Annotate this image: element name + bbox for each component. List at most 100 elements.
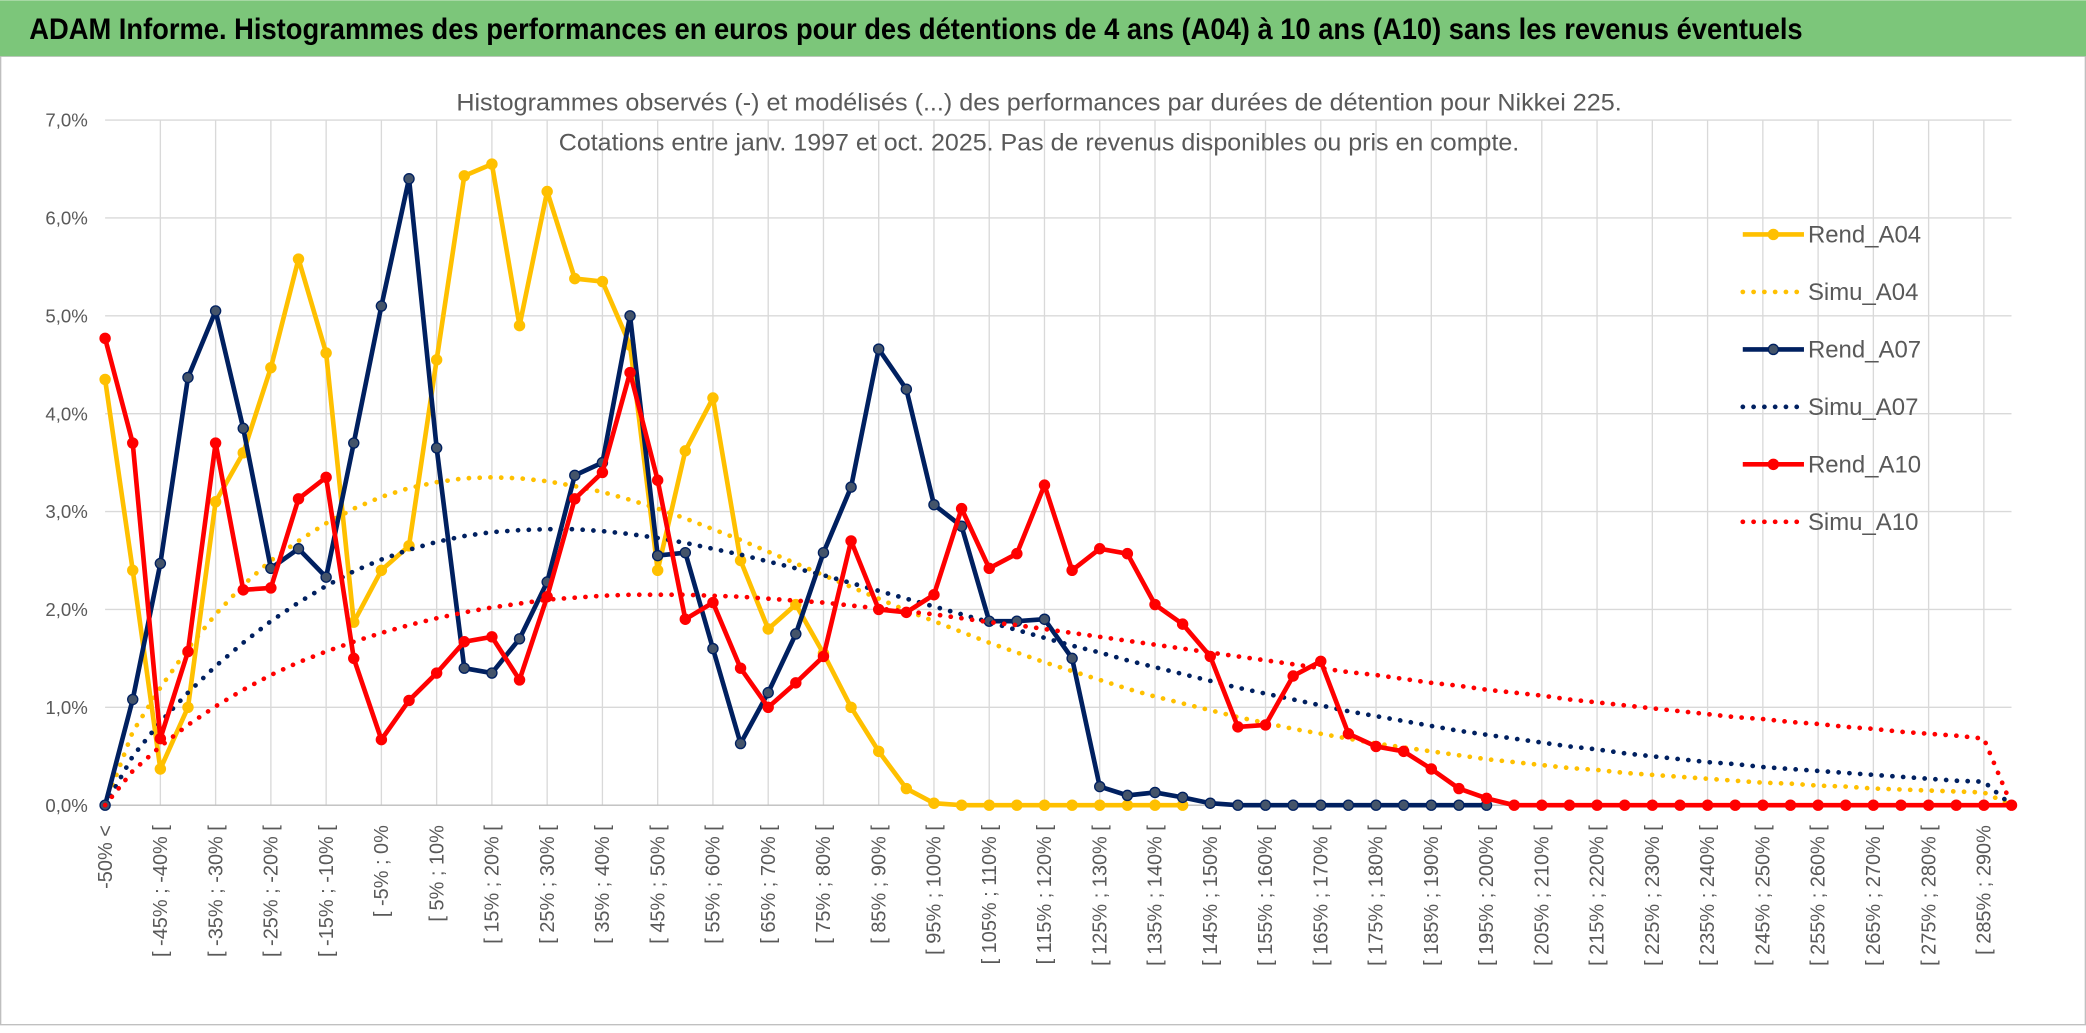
x-tick-label: [ 155% ; 160% [	[1255, 825, 1277, 966]
marker	[1342, 728, 1355, 740]
legend-label: Simu_A04	[1808, 279, 1918, 306]
x-tick-label: [ 5% ; 10%	[426, 825, 448, 922]
chart-subtitle: Cotations entre janv. 1997 et oct. 2025.…	[559, 130, 1520, 157]
marker	[596, 466, 609, 479]
marker	[734, 737, 747, 750]
marker	[320, 347, 332, 359]
marker	[651, 549, 664, 562]
marker	[182, 645, 194, 658]
marker	[817, 650, 830, 663]
marker	[1453, 799, 1465, 811]
x-tick-label: [ 15% ; 20% [	[482, 825, 504, 944]
marker	[872, 745, 885, 758]
x-tick-label: [ 275% ; 280% [	[1918, 825, 1940, 966]
marker	[154, 557, 167, 570]
marker	[1066, 564, 1078, 577]
marker	[458, 636, 470, 648]
marker	[651, 564, 664, 577]
marker	[209, 437, 222, 449]
marker	[707, 392, 719, 404]
marker	[983, 562, 995, 575]
marker	[99, 332, 111, 345]
marker	[1397, 745, 1410, 758]
y-tick-label: 3,0%	[45, 501, 87, 522]
marker	[1121, 799, 1134, 811]
marker	[955, 799, 968, 811]
marker	[1176, 791, 1189, 804]
legend-marker	[1767, 458, 1780, 471]
marker	[762, 623, 774, 635]
marker	[1149, 598, 1161, 611]
x-tick-label: [ -15% ; -10% [	[316, 825, 338, 957]
marker	[292, 493, 305, 505]
marker	[1315, 655, 1327, 668]
marker	[1397, 799, 1410, 811]
x-tick-label: [ 55% ; 60% [	[703, 825, 725, 944]
marker	[513, 674, 526, 686]
marker	[1259, 799, 1272, 811]
marker	[817, 546, 830, 559]
marker	[790, 628, 802, 640]
marker	[486, 158, 498, 170]
x-tick-label: [ 125% ; 130% [	[1089, 825, 1111, 966]
legend-marker	[1767, 343, 1780, 356]
marker	[1204, 797, 1216, 809]
marker	[1011, 799, 1023, 811]
marker	[1149, 786, 1161, 799]
marker	[624, 310, 636, 322]
x-tick-label: [ -45% ; -40% [	[150, 825, 172, 957]
marker	[127, 564, 139, 577]
marker	[292, 543, 305, 555]
marker	[1149, 799, 1161, 811]
model-line	[102, 474, 2014, 808]
x-tick-label: [ 105% ; 110% [	[979, 825, 1001, 965]
chart-title: Histogrammes observés (-) et modélisés (…	[456, 90, 1621, 117]
x-tick-label: [ 235% ; 240% [	[1697, 825, 1719, 966]
marker	[900, 383, 913, 395]
marker	[320, 471, 332, 484]
marker	[182, 371, 194, 384]
x-tick-label: [ -5% ; 0%	[371, 825, 393, 917]
marker	[734, 554, 747, 567]
marker	[928, 797, 940, 809]
marker	[1784, 799, 1797, 811]
marker	[1425, 799, 1438, 811]
marker	[569, 272, 581, 285]
x-tick-label: [ 135% ; 140% [	[1145, 825, 1167, 966]
x-tick-label: [ 35% ; 40% [	[592, 825, 614, 944]
marker	[237, 584, 249, 596]
marker	[1536, 799, 1548, 811]
marker	[265, 582, 277, 594]
marker	[679, 546, 692, 559]
legend-label: Rend_A04	[1808, 221, 1921, 248]
legend-label: Rend_A10	[1808, 451, 1921, 478]
marker	[320, 571, 332, 583]
x-tick-label: [ 75% ; 80% [	[813, 825, 835, 944]
marker	[1895, 799, 1907, 811]
marker	[569, 493, 581, 505]
marker	[348, 437, 360, 449]
marker	[1094, 543, 1106, 555]
x-tick-label: [ 285% ; 290%	[1974, 825, 1996, 955]
x-tick-label: [ 115% ; 120% [	[1034, 825, 1056, 965]
y-tick-label: 1,0%	[45, 697, 87, 718]
marker	[707, 596, 719, 609]
marker	[845, 535, 857, 547]
marker	[1618, 799, 1631, 811]
marker	[1232, 799, 1244, 811]
marker	[1674, 799, 1686, 811]
x-tick-label: [ 195% ; 200% [	[1476, 825, 1498, 966]
marker	[734, 662, 747, 674]
marker	[762, 686, 774, 699]
marker	[209, 496, 222, 508]
marker	[375, 300, 388, 312]
x-tick-label: [ 245% ; 250% [	[1752, 825, 1774, 966]
x-tick-label: [ -25% ; -20% [	[261, 825, 283, 957]
y-tick-label: 5,0%	[45, 305, 87, 326]
marker	[928, 589, 940, 601]
marker	[1950, 799, 1962, 811]
marker	[1315, 799, 1327, 811]
marker	[1038, 799, 1051, 811]
marker	[292, 253, 305, 265]
x-tick-label: [ 25% ; 30% [	[537, 825, 559, 944]
